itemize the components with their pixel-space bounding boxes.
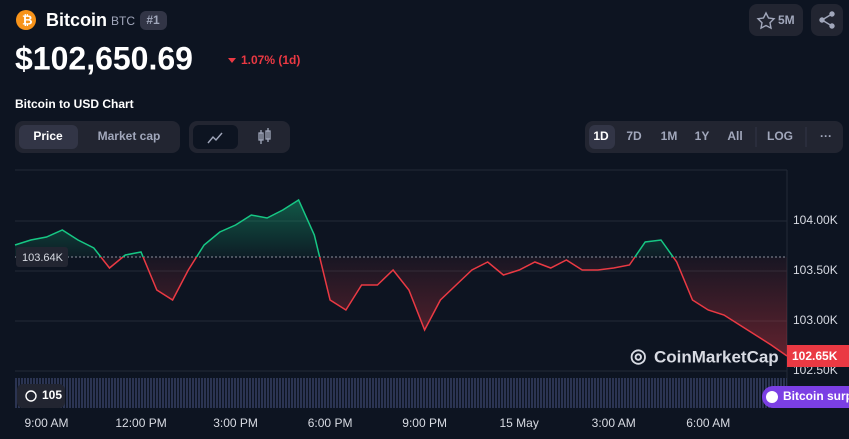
- events-badge[interactable]: [17, 384, 65, 408]
- share-icon: [819, 11, 835, 29]
- tab[interactable]: Market cap: [98, 129, 161, 143]
- area: [15, 200, 787, 356]
- share-button[interactable]: [811, 4, 843, 36]
- range-button[interactable]: 1D: [593, 129, 609, 143]
- baseline-label: 103.64K: [22, 252, 64, 264]
- x-tick-label: 3:00 PM: [213, 416, 258, 430]
- news-icon: [766, 391, 778, 403]
- more-button[interactable]: ···: [820, 129, 832, 143]
- range-button[interactable]: LOG: [767, 129, 793, 143]
- y-tick-label: 104.00K: [793, 213, 838, 227]
- x-tick-label: 15 May: [499, 416, 538, 430]
- news-pill[interactable]: [762, 386, 849, 408]
- price: $102,650.69: [15, 40, 193, 76]
- chart-type-line[interactable]: [193, 125, 238, 149]
- y-tick-label: 103.50K: [793, 263, 838, 277]
- price-tag-label: 102.65K: [792, 349, 838, 363]
- x-tick-label: 9:00 AM: [24, 416, 68, 430]
- price-change: 1.07% (1d): [241, 53, 300, 67]
- range-active: [589, 125, 615, 149]
- baseline-tag: [16, 247, 68, 267]
- plot: [14, 198, 788, 372]
- x-tick-label: 3:00 AM: [592, 416, 636, 430]
- events-count: 105: [42, 388, 62, 402]
- star-icon: [756, 11, 776, 30]
- price-tag: [787, 345, 849, 367]
- down-arrow: [228, 58, 236, 63]
- coin-symbol: BTC: [111, 14, 135, 28]
- x-tick-label: 6:00 AM: [686, 416, 730, 430]
- range-button[interactable]: 1M: [661, 129, 678, 143]
- news-text: Bitcoin surpa: [783, 389, 849, 403]
- coin-name: Bitcoin: [46, 10, 107, 30]
- x-tick-label: 9:00 PM: [402, 416, 447, 430]
- candle-icon[interactable]: [258, 128, 271, 144]
- clock-icon: [25, 390, 37, 402]
- tab-active: [19, 125, 78, 149]
- watchlist-button[interactable]: [749, 4, 803, 36]
- y-tick-label: 103.00K: [793, 313, 838, 327]
- watchlist-count: 5M: [778, 13, 795, 27]
- chart-title: Bitcoin to USD Chart: [15, 97, 134, 111]
- line-icon: [207, 132, 223, 144]
- volume-band: [15, 378, 787, 408]
- x-tick-label: 12:00 PM: [115, 416, 166, 430]
- coin-icon-glyph: ₿: [22, 12, 33, 27]
- tab[interactable]: Price: [33, 129, 63, 143]
- watermark: CoinMarketCap: [654, 347, 779, 366]
- coin-icon: [16, 10, 36, 30]
- rank-badge: [140, 11, 167, 30]
- watermark-icon: ◎: [630, 346, 647, 367]
- range-button[interactable]: 1Y: [695, 129, 710, 143]
- range-button[interactable]: 7D: [626, 129, 642, 143]
- range-button[interactable]: All: [727, 129, 742, 143]
- x-tick-label: 6:00 PM: [308, 416, 353, 430]
- rank: #1: [146, 13, 160, 27]
- range-group: [585, 121, 843, 153]
- price-line: [14, 198, 788, 357]
